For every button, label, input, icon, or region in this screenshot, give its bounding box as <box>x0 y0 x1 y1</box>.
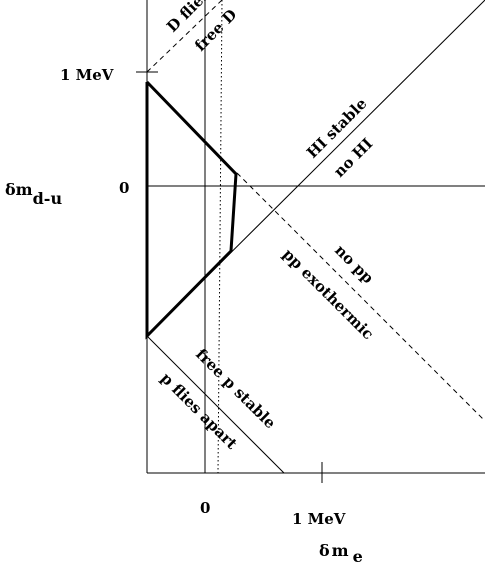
no-pp-label: no pp <box>331 241 377 287</box>
allowed-region <box>145 80 238 340</box>
y-axis-delta: δ <box>5 180 16 199</box>
free-p-stable-boundary <box>146 335 285 474</box>
y-tick-zero-label: 0 <box>119 179 129 197</box>
pp-boundary <box>236 172 485 422</box>
y-axis-var: m <box>16 180 33 199</box>
x-axis-delta: δ <box>319 541 330 560</box>
x-tick-zero-label: 0 <box>200 499 210 517</box>
x-axis-sub: e <box>353 547 363 566</box>
y-tick-mev-label: 1 MeV <box>60 66 114 84</box>
dotted-boundary <box>217 0 223 474</box>
x-tick-mev-label: 1 MeV <box>292 510 346 528</box>
y-axis-label: δmd-u <box>5 180 62 208</box>
x-axis-var: m <box>332 541 349 560</box>
y-axis-sub: d-u <box>33 189 63 208</box>
no-hi-label: no HI <box>330 135 376 181</box>
